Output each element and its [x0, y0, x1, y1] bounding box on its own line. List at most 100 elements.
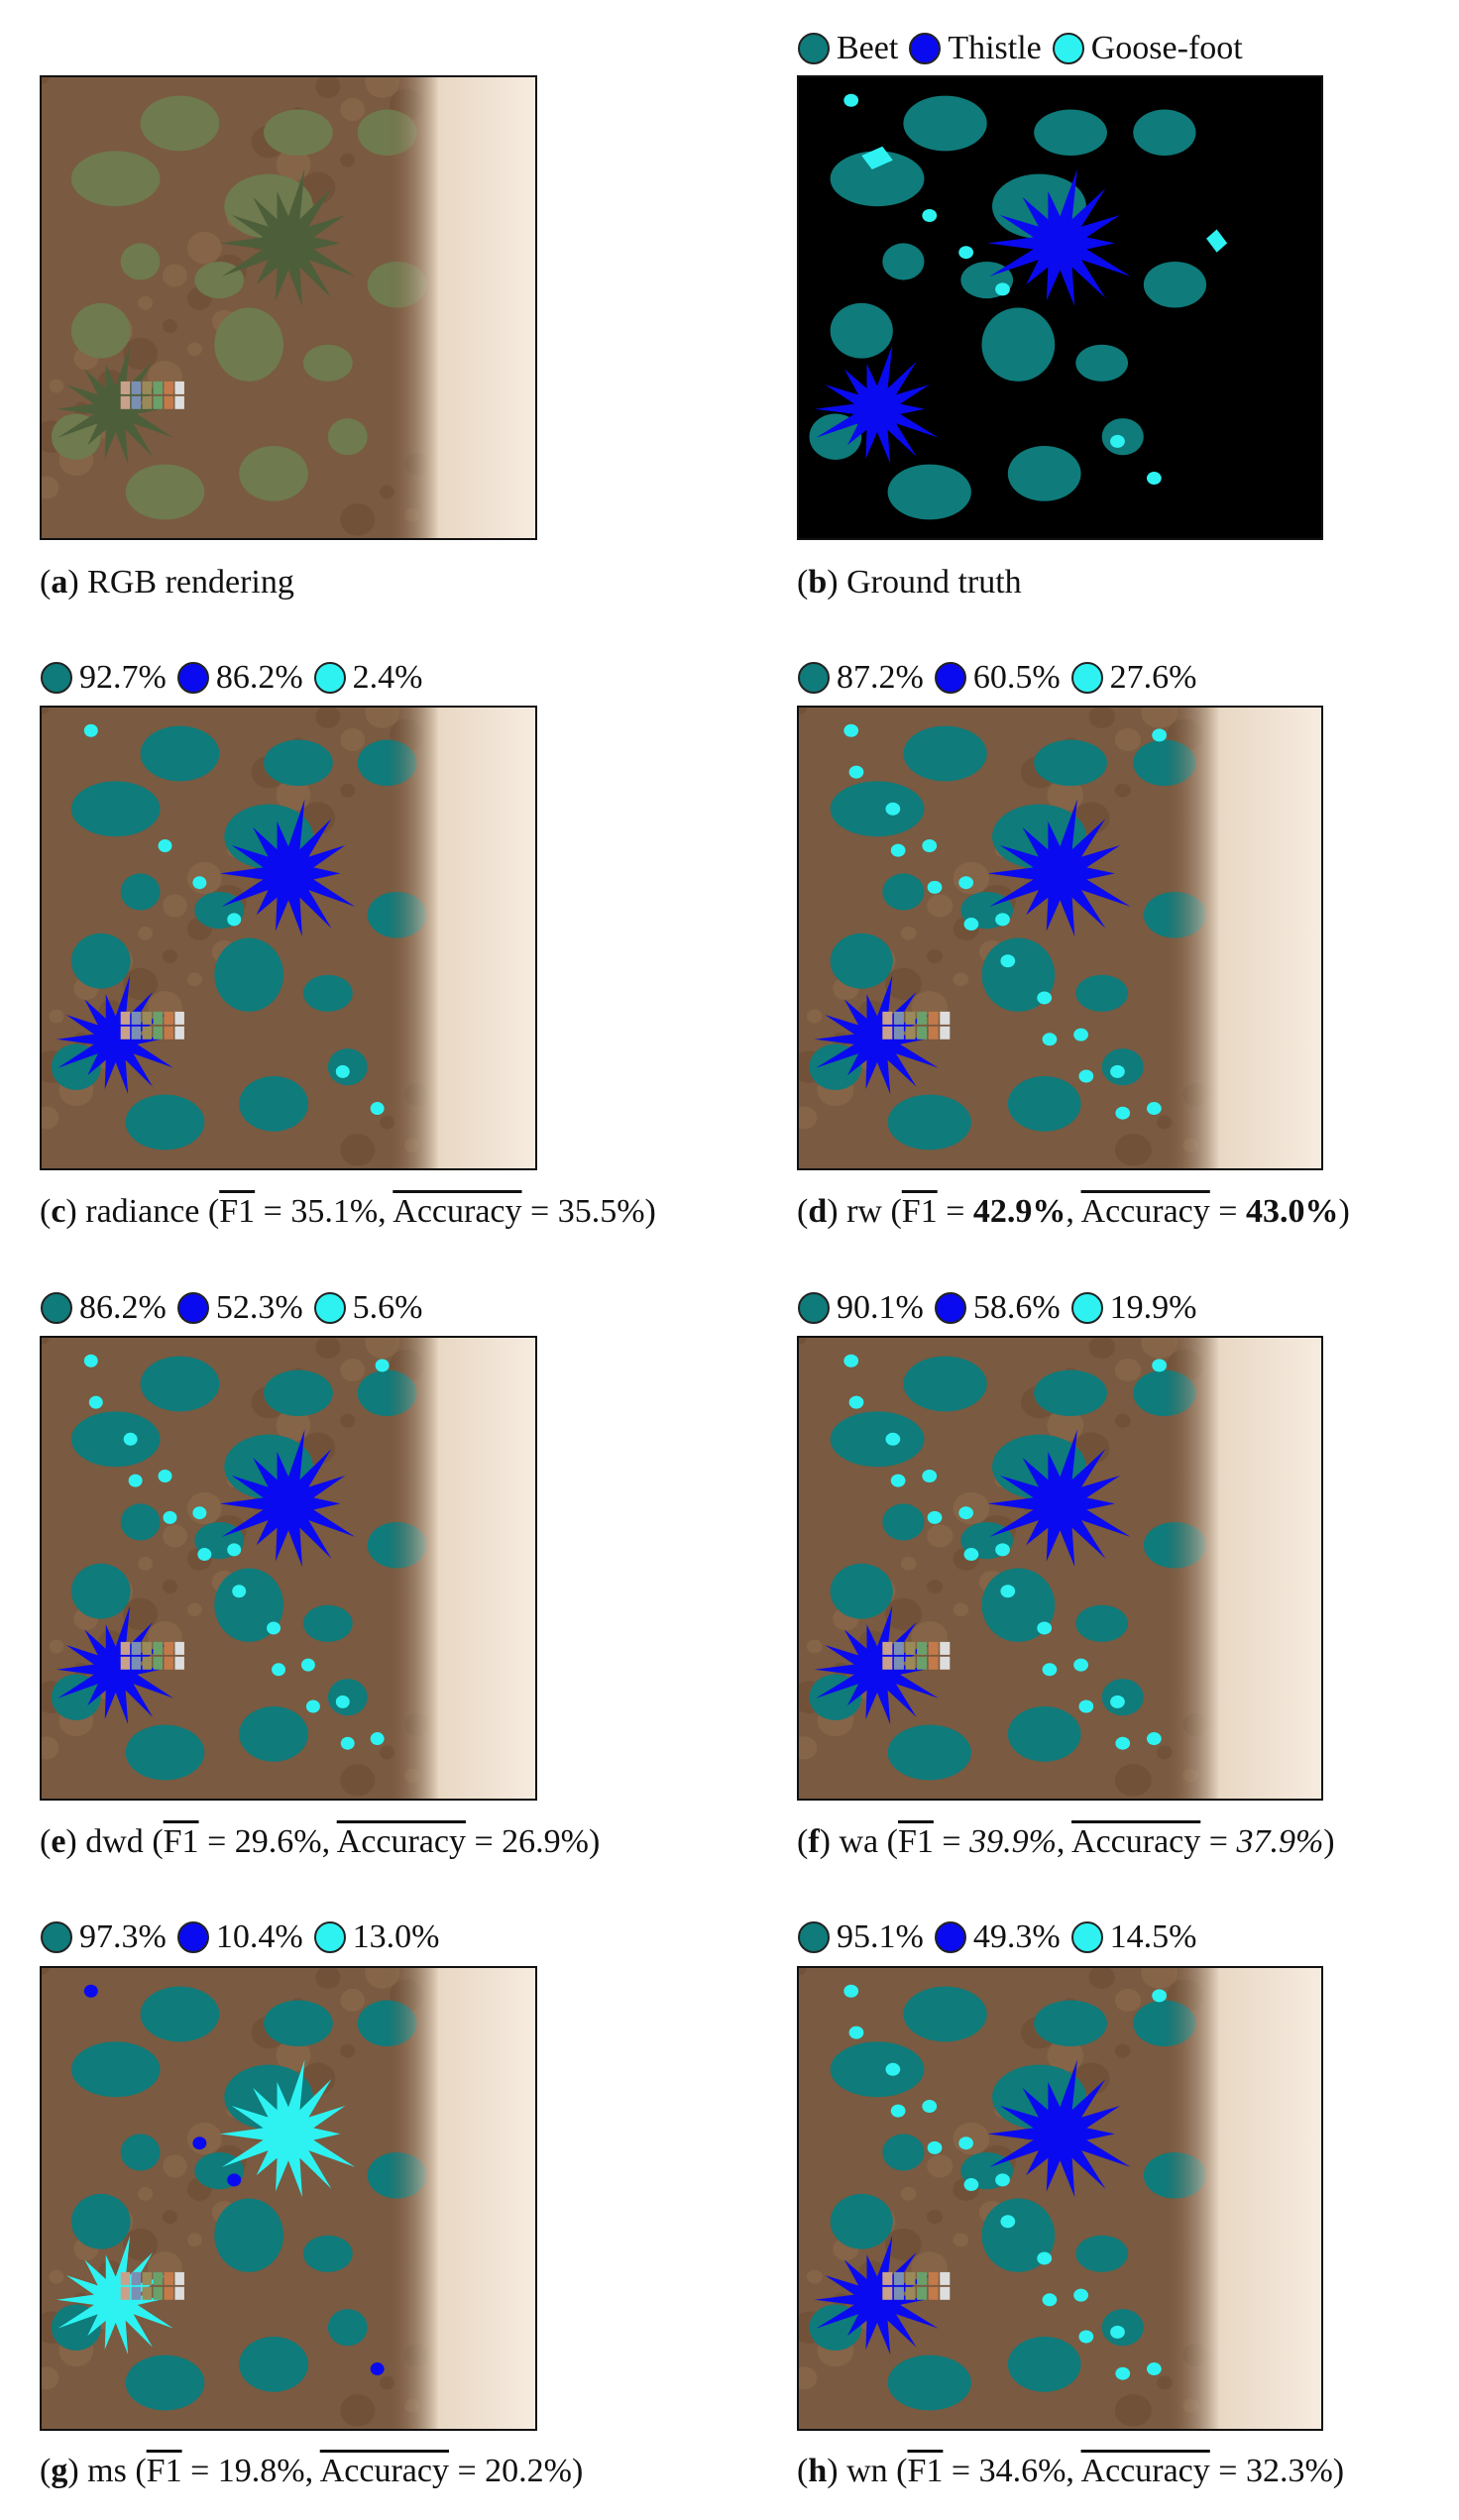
- soil: [186, 972, 202, 987]
- accuracy-label: Accuracy: [320, 2453, 485, 2489]
- soil: [1088, 1338, 1115, 1359]
- leaf: [1007, 1706, 1081, 1762]
- speckle: [1078, 1069, 1094, 1083]
- soil: [900, 926, 917, 940]
- leaf: [239, 1076, 308, 1132]
- speckle: [922, 1469, 938, 1483]
- soil: [340, 1134, 376, 1166]
- soil: [315, 708, 341, 728]
- leaf: [302, 974, 353, 1012]
- speckle: [227, 1543, 242, 1557]
- legend-marker: [1070, 662, 1103, 694]
- speckle: [885, 1432, 901, 1446]
- soil: [276, 1409, 311, 1442]
- speckle: [1073, 1658, 1088, 1672]
- color-chart: [928, 1026, 939, 1040]
- f1-value: 42.9%: [973, 1193, 1081, 1230]
- method: radiance: [85, 1193, 219, 1230]
- legend-dot: [176, 1921, 209, 1953]
- speckle: [1110, 1695, 1125, 1708]
- leaf: [239, 446, 308, 501]
- soil: [186, 2233, 202, 2247]
- color-chart: [120, 1011, 131, 1025]
- soil: [42, 2366, 59, 2390]
- color-chart: [917, 1011, 928, 1025]
- leaf: [327, 418, 368, 456]
- speckle: [370, 1732, 385, 1746]
- legend-dot: [313, 1921, 346, 1953]
- leaf: [140, 725, 220, 782]
- speckle: [158, 838, 172, 853]
- leaf: [1075, 344, 1129, 382]
- speckle: [340, 1736, 355, 1750]
- thistle: [56, 2236, 173, 2356]
- f1-value: 19.8%: [218, 2453, 320, 2489]
- soil: [1047, 779, 1084, 812]
- caption: fwaF139.9%Accuracy37.9%: [797, 1822, 1335, 1862]
- soil: [163, 319, 177, 334]
- score: 13.0%: [352, 1918, 440, 1955]
- soil: [884, 1597, 922, 1631]
- leaf: [264, 739, 333, 787]
- color-chart: [120, 2271, 131, 2285]
- panel-label: d: [797, 1193, 846, 1230]
- accuracy-value: 35.5%: [558, 1193, 656, 1230]
- color-chart: [905, 1656, 916, 1670]
- f1-value: 39.9%: [969, 1823, 1071, 1860]
- speckle: [958, 2137, 974, 2150]
- speckle: [192, 2137, 207, 2150]
- color-chart: [917, 1026, 928, 1040]
- soil: [953, 2122, 990, 2155]
- leaf: [1034, 739, 1107, 787]
- soil: [42, 77, 50, 84]
- legend-dot: [934, 662, 966, 694]
- color-chart: [928, 1656, 939, 1670]
- leaf: [70, 2193, 131, 2249]
- soil: [1114, 727, 1142, 752]
- image: [797, 75, 1323, 540]
- leaf: [981, 1568, 1056, 1642]
- leaf: [981, 307, 1056, 382]
- soil: [927, 2210, 943, 2225]
- color-chart: [120, 1641, 131, 1655]
- speckle: [227, 2173, 242, 2187]
- leaf: [214, 1568, 284, 1642]
- image: [40, 1336, 537, 1801]
- f1-label: F1: [164, 1823, 235, 1860]
- method: wa: [839, 1823, 897, 1860]
- leaf: [70, 1411, 161, 1468]
- leaf: [887, 2355, 971, 2411]
- speckle: [848, 765, 864, 779]
- speckle: [370, 1102, 385, 1116]
- speckle: [963, 1548, 979, 1562]
- soil: [1114, 783, 1131, 798]
- leaf: [120, 873, 161, 911]
- f1-value: 29.6%: [235, 1823, 337, 1860]
- leaf: [214, 937, 284, 1012]
- shading: [387, 77, 535, 538]
- color-chart: [882, 1641, 893, 1655]
- speckle: [1146, 1732, 1162, 1746]
- panel-label: c: [40, 1193, 85, 1230]
- leaf: [882, 2134, 925, 2171]
- color-chart: [131, 2271, 142, 2285]
- color-chart: [905, 1641, 916, 1655]
- speckle: [267, 1621, 281, 1635]
- speckle: [927, 880, 943, 894]
- soil: [49, 1639, 64, 1654]
- legend-marker: [313, 662, 346, 694]
- color-chart: [905, 1026, 916, 1040]
- legend-marker: [313, 1292, 346, 1324]
- soil: [42, 708, 50, 714]
- color-chart: [153, 381, 164, 394]
- legend-marker: [176, 1921, 209, 1953]
- soil: [138, 295, 154, 310]
- thistle: [814, 1605, 939, 1725]
- score: 2.4%: [352, 659, 423, 696]
- soil: [276, 2039, 311, 2072]
- leaf: [830, 781, 925, 837]
- leaf: [140, 1986, 220, 2042]
- color-chart: [905, 2286, 916, 2300]
- legend-marker: [176, 1292, 209, 1324]
- color-chart: [940, 2286, 951, 2300]
